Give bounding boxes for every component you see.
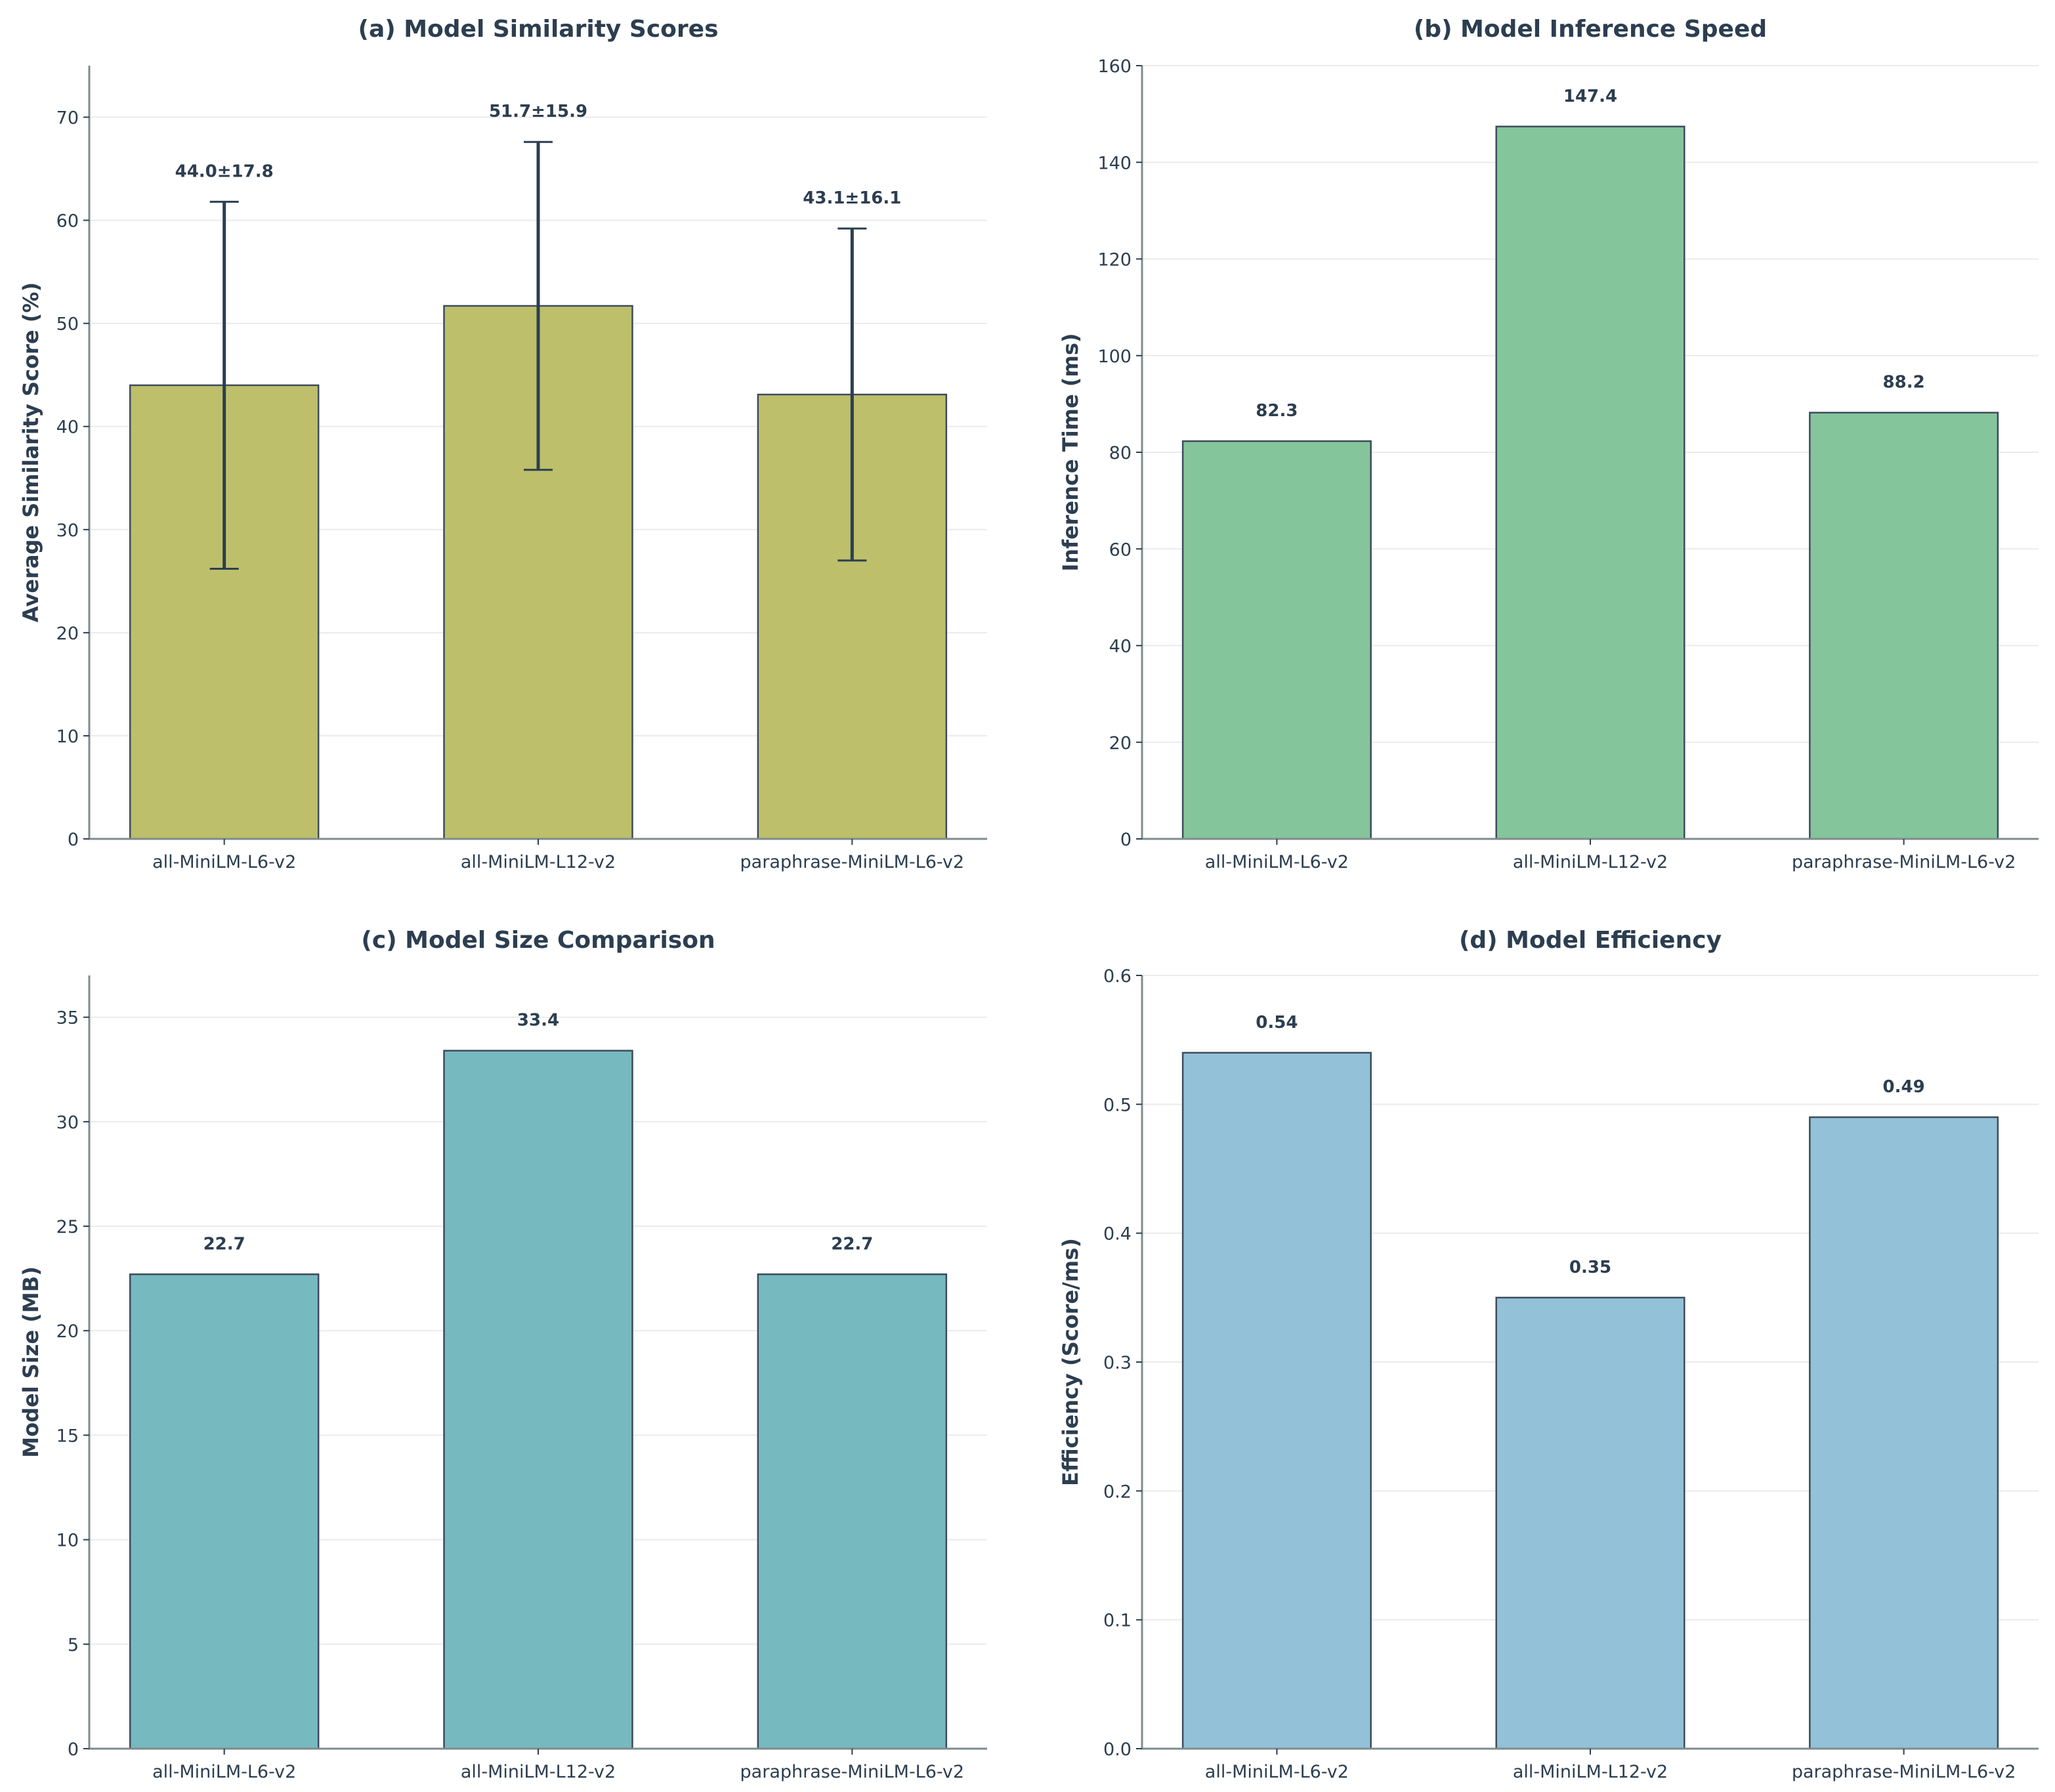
- bar-all-MiniLM-L12-v2: [1495, 125, 1685, 840]
- data-label: 88.2: [1883, 373, 1925, 393]
- x-tick-label: all-MiniLM-L6-v2: [1205, 852, 1349, 872]
- y-tick-label: 25: [56, 1217, 79, 1237]
- x-tick-label: paraphrase-MiniLM-L6-v2: [740, 852, 965, 872]
- chart-title: (a) Model Similarity Scores: [358, 16, 719, 43]
- x-tick-label: all-MiniLM-L6-v2: [152, 852, 296, 872]
- y-tick-label: 10: [56, 1531, 79, 1551]
- y-tick-label: 70: [56, 108, 79, 129]
- x-tick-label: paraphrase-MiniLM-L6-v2: [740, 1762, 965, 1782]
- bar-paraphrase-MiniLM-L6-v2: [1809, 412, 1999, 840]
- data-label: 33.4: [517, 1011, 559, 1031]
- y-axis-label: Efficiency (Score/ms): [1058, 1238, 1083, 1486]
- y-tick-label: 5: [68, 1635, 79, 1655]
- chart-panel-a: 44.0±17.8 51.7±15.9 43.1±16.1 0 10 20 30 40 50 60…: [18, 16, 987, 872]
- y-tick-label: 120: [1097, 250, 1132, 270]
- bar-all-MiniLM-L6-v2: [129, 1273, 320, 1750]
- y-tick-label: 80: [1109, 443, 1132, 463]
- y-tick-label: 20: [56, 1321, 79, 1342]
- x-tick-label: paraphrase-MiniLM-L6-v2: [1792, 852, 2016, 872]
- chart-panel-b: 82.3 147.4 88.2 0 20 40 60 80 100 120 140 160 all-Mi…: [1058, 16, 2039, 872]
- data-label: 0.35: [1569, 1258, 1611, 1277]
- y-tick-label: 50: [56, 314, 79, 335]
- y-tick-label: 0.3: [1103, 1353, 1132, 1373]
- y-tick-label: 0: [68, 830, 79, 850]
- y-tick-label: 20: [1109, 733, 1132, 754]
- data-label: 22.7: [831, 1234, 873, 1254]
- data-label: 43.1±16.1: [803, 188, 901, 208]
- bar-all-MiniLM-L6-v2: [1181, 440, 1372, 840]
- data-label: 44.0±17.8: [175, 161, 274, 181]
- x-tick-label: all-MiniLM-L12-v2: [1513, 852, 1668, 872]
- x-tick-label: all-MiniLM-L12-v2: [461, 852, 616, 872]
- y-tick-label: 60: [56, 211, 79, 232]
- data-label: 147.4: [1563, 87, 1617, 106]
- x-tick-label: all-MiniLM-L6-v2: [1205, 1762, 1349, 1782]
- bar-all-MiniLM-L12-v2: [1495, 1296, 1685, 1750]
- chart-panel-c: 22.7 33.4 22.7 0 5 10 15 20 25 30 35 all-MiniLM-L6-…: [18, 927, 987, 1782]
- chart-title: (c) Model Size Comparison: [361, 927, 715, 954]
- y-tick-label: 160: [1097, 56, 1132, 77]
- y-tick-label: 0.2: [1103, 1482, 1132, 1502]
- chart-panel-d: 0.54 0.35 0.49 0.0 0.1 0.2 0.3 0.4 0.5 0.6 all-Min…: [1058, 927, 2039, 1782]
- data-label: 22.7: [203, 1234, 245, 1254]
- y-axis-label: Model Size (MB): [18, 1266, 43, 1458]
- y-tick-label: 40: [1109, 637, 1132, 657]
- y-tick-label: 0: [68, 1739, 79, 1760]
- x-tick-label: paraphrase-MiniLM-L6-v2: [1792, 1762, 2016, 1782]
- x-tick-label: all-MiniLM-L12-v2: [1513, 1762, 1668, 1782]
- y-tick-label: 30: [56, 521, 79, 541]
- y-tick-label: 0.5: [1103, 1095, 1132, 1115]
- y-tick-label: 100: [1097, 347, 1132, 367]
- y-axis-label: Average Similarity Score (%): [18, 282, 43, 622]
- y-tick-label: 20: [56, 624, 79, 644]
- y-tick-label: 0.6: [1103, 966, 1132, 987]
- y-tick-label: 60: [1109, 540, 1132, 560]
- x-tick-label: all-MiniLM-L6-v2: [152, 1762, 296, 1782]
- y-tick-label: 10: [56, 727, 79, 747]
- bar-paraphrase-MiniLM-L6-v2: [757, 1273, 948, 1750]
- y-tick-label: 30: [56, 1113, 79, 1133]
- bar-all-MiniLM-L12-v2: [443, 1050, 633, 1750]
- y-axis-label: Inference Time (ms): [1058, 333, 1083, 571]
- bar-paraphrase-MiniLM-L6-v2: [1809, 1116, 1999, 1750]
- y-tick-label: 35: [56, 1008, 79, 1029]
- y-tick-label: 0: [1120, 830, 1132, 850]
- bar-all-MiniLM-L6-v2: [1181, 1052, 1372, 1750]
- y-tick-label: 0.0: [1103, 1739, 1132, 1760]
- x-tick-label: all-MiniLM-L12-v2: [461, 1762, 616, 1782]
- chart-title: (b) Model Inference Speed: [1414, 16, 1767, 43]
- y-tick-label: 15: [56, 1426, 79, 1446]
- data-label: 0.49: [1883, 1077, 1925, 1097]
- y-tick-label: 140: [1097, 153, 1132, 173]
- chart-title: (d) Model Efficiency: [1459, 927, 1722, 954]
- y-tick-label: 0.1: [1103, 1611, 1132, 1631]
- data-label: 82.3: [1256, 401, 1298, 421]
- data-label: 51.7±15.9: [489, 102, 587, 121]
- data-label: 0.54: [1256, 1013, 1298, 1033]
- y-tick-label: 0.4: [1103, 1224, 1132, 1245]
- y-tick-label: 40: [56, 417, 79, 438]
